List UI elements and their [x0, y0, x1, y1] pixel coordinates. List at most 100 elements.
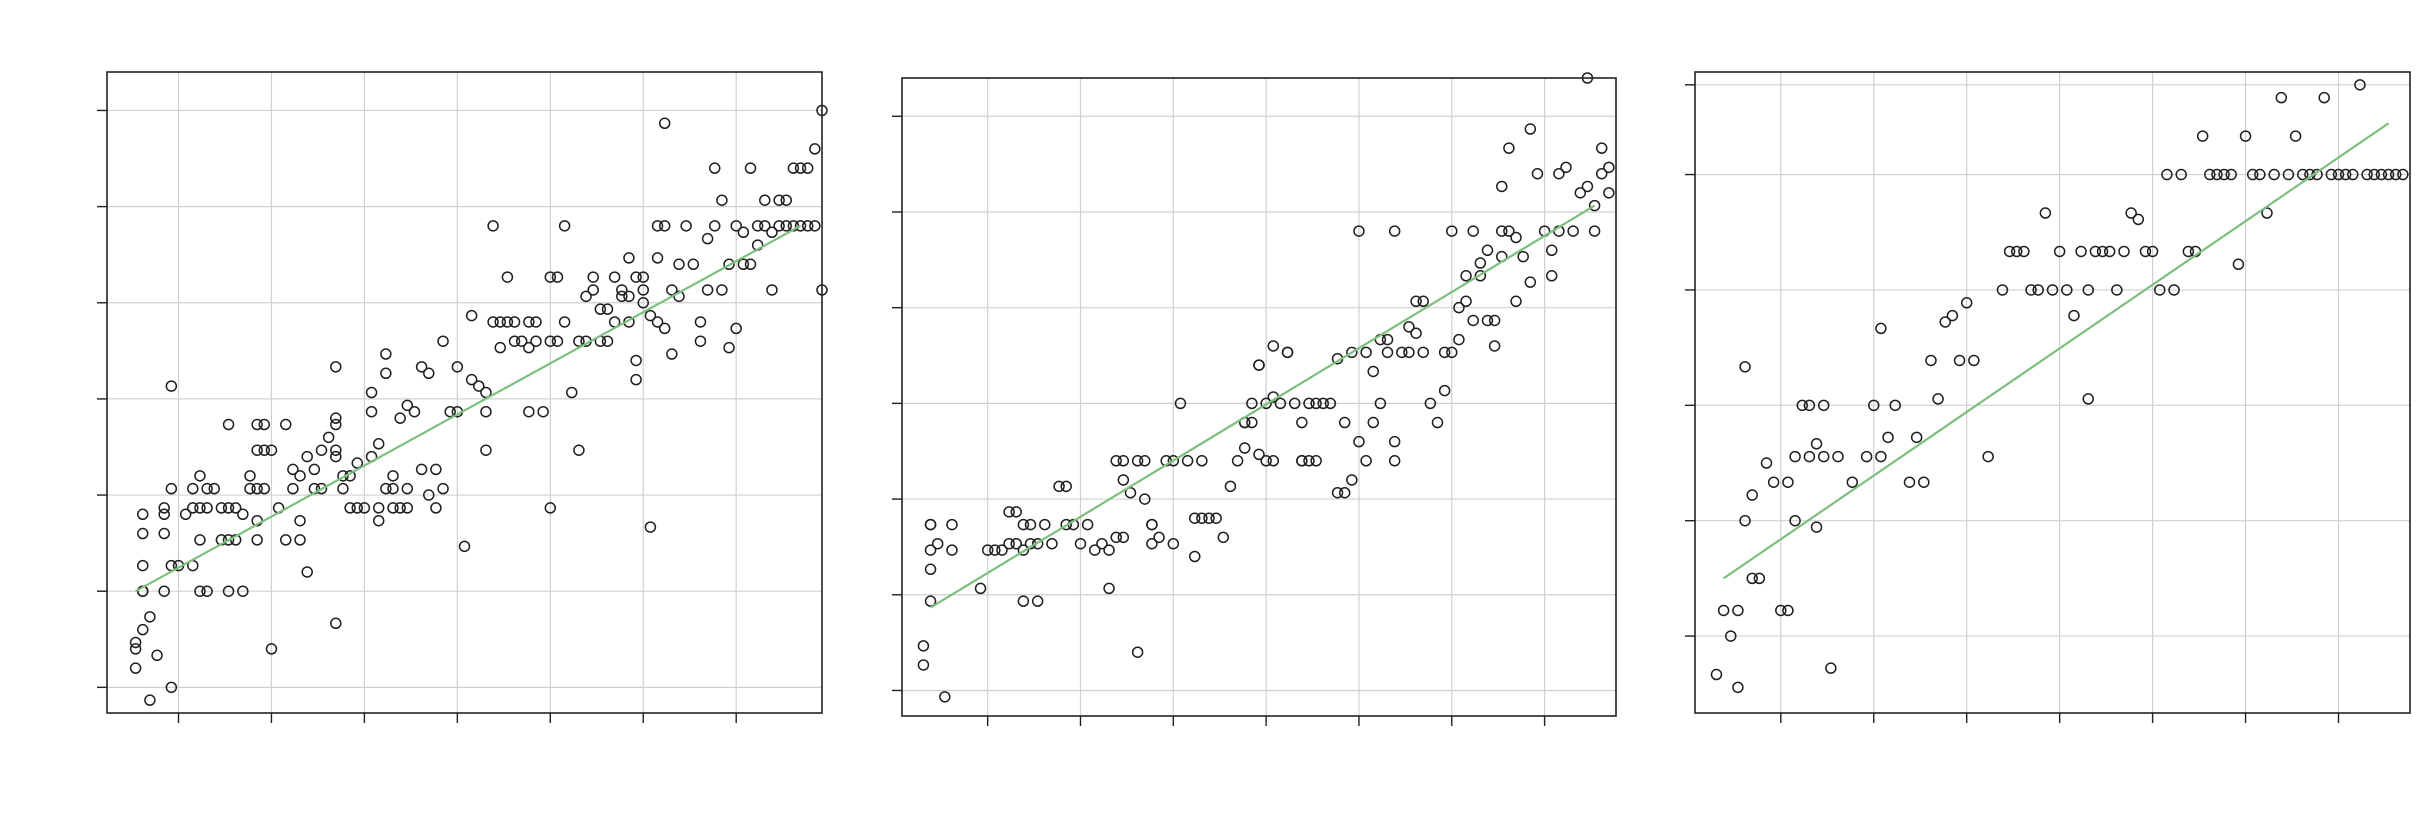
data-point — [423, 489, 435, 501]
data-point — [730, 220, 742, 232]
data-point — [1817, 399, 1830, 412]
data-point — [1338, 416, 1351, 429]
data-point — [744, 162, 757, 174]
data-point — [1017, 544, 1030, 556]
data-point — [801, 220, 814, 232]
data-point — [444, 405, 456, 418]
data-point — [1231, 455, 1244, 467]
data-point — [1031, 595, 1044, 607]
data-point — [387, 482, 399, 495]
data-point — [773, 220, 785, 232]
data-point — [244, 482, 256, 495]
data-point — [1410, 295, 1422, 308]
data-point — [137, 508, 149, 521]
data-point — [158, 502, 170, 514]
data-point — [2232, 258, 2245, 271]
data-point — [766, 284, 778, 296]
data-point — [1110, 455, 1122, 467]
data-point — [701, 232, 714, 245]
data-point — [165, 482, 178, 495]
data-point — [759, 220, 771, 232]
data-point — [494, 341, 506, 354]
data-point — [330, 412, 342, 424]
plot-frame — [1694, 71, 2411, 714]
data-point — [1803, 450, 1816, 463]
data-point — [1381, 333, 1394, 346]
plot-frame — [901, 77, 1617, 717]
data-point — [1117, 455, 1130, 467]
data-point — [1996, 284, 2009, 296]
data-point — [1438, 384, 1451, 397]
data-point — [144, 694, 156, 706]
data-point — [287, 482, 299, 495]
data-point — [794, 220, 807, 232]
data-point — [809, 220, 821, 232]
data-point — [1968, 354, 1980, 367]
data-point — [365, 386, 378, 399]
data-point — [616, 284, 628, 296]
data-point — [523, 316, 535, 328]
data-point — [1288, 397, 1301, 410]
data-point — [1732, 604, 1744, 617]
data-point — [287, 463, 299, 476]
data-point — [1410, 327, 1422, 339]
data-point — [1603, 161, 1615, 174]
data-point — [1417, 346, 1429, 359]
data-point — [1481, 314, 1494, 327]
data-point — [465, 373, 478, 386]
data-point — [2182, 245, 2195, 258]
data-point — [1060, 480, 1072, 493]
data-point — [1081, 518, 1094, 531]
data-point — [644, 521, 657, 533]
data-point — [630, 354, 642, 367]
data-point — [2268, 168, 2280, 181]
data-point — [1474, 270, 1487, 282]
data-point — [931, 537, 944, 550]
data-point — [1453, 301, 1465, 314]
data-point — [544, 335, 557, 347]
data-point — [1910, 431, 1923, 444]
data-point — [1174, 397, 1187, 410]
data-point — [1388, 455, 1401, 467]
data-point — [544, 502, 557, 514]
data-point — [1517, 250, 1529, 263]
data-point — [165, 681, 178, 694]
data-point — [816, 104, 828, 117]
data-point — [1746, 489, 1758, 501]
data-point — [315, 444, 328, 456]
regression-line — [929, 204, 1596, 609]
data-point — [1875, 322, 1887, 335]
data-point — [480, 444, 492, 456]
data-point — [1932, 393, 1944, 405]
data-point — [623, 290, 635, 303]
data-point — [487, 220, 499, 232]
data-point — [1868, 399, 1880, 412]
data-point — [1782, 476, 1794, 488]
data-point — [1117, 531, 1130, 544]
data-point — [1139, 493, 1151, 505]
data-point — [2368, 168, 2380, 181]
data-point — [322, 431, 335, 444]
data-point — [415, 463, 428, 476]
data-point — [165, 380, 178, 392]
data-point — [430, 463, 442, 476]
data-point — [2175, 168, 2187, 181]
data-point — [372, 502, 385, 514]
data-point — [201, 502, 213, 514]
data-point — [337, 482, 349, 495]
data-point — [2082, 393, 2094, 405]
data-point — [1825, 662, 1837, 674]
data-point — [2118, 245, 2130, 258]
data-point — [451, 361, 464, 373]
data-point — [1346, 346, 1358, 359]
data-point — [1296, 455, 1308, 467]
data-point — [1281, 346, 1294, 359]
data-point — [301, 566, 313, 578]
data-point — [1146, 518, 1158, 531]
data-point — [1367, 365, 1379, 378]
data-point — [974, 582, 987, 595]
data-point — [666, 348, 678, 360]
data-point — [1117, 474, 1130, 486]
data-point — [344, 502, 356, 514]
data-point — [201, 585, 213, 597]
